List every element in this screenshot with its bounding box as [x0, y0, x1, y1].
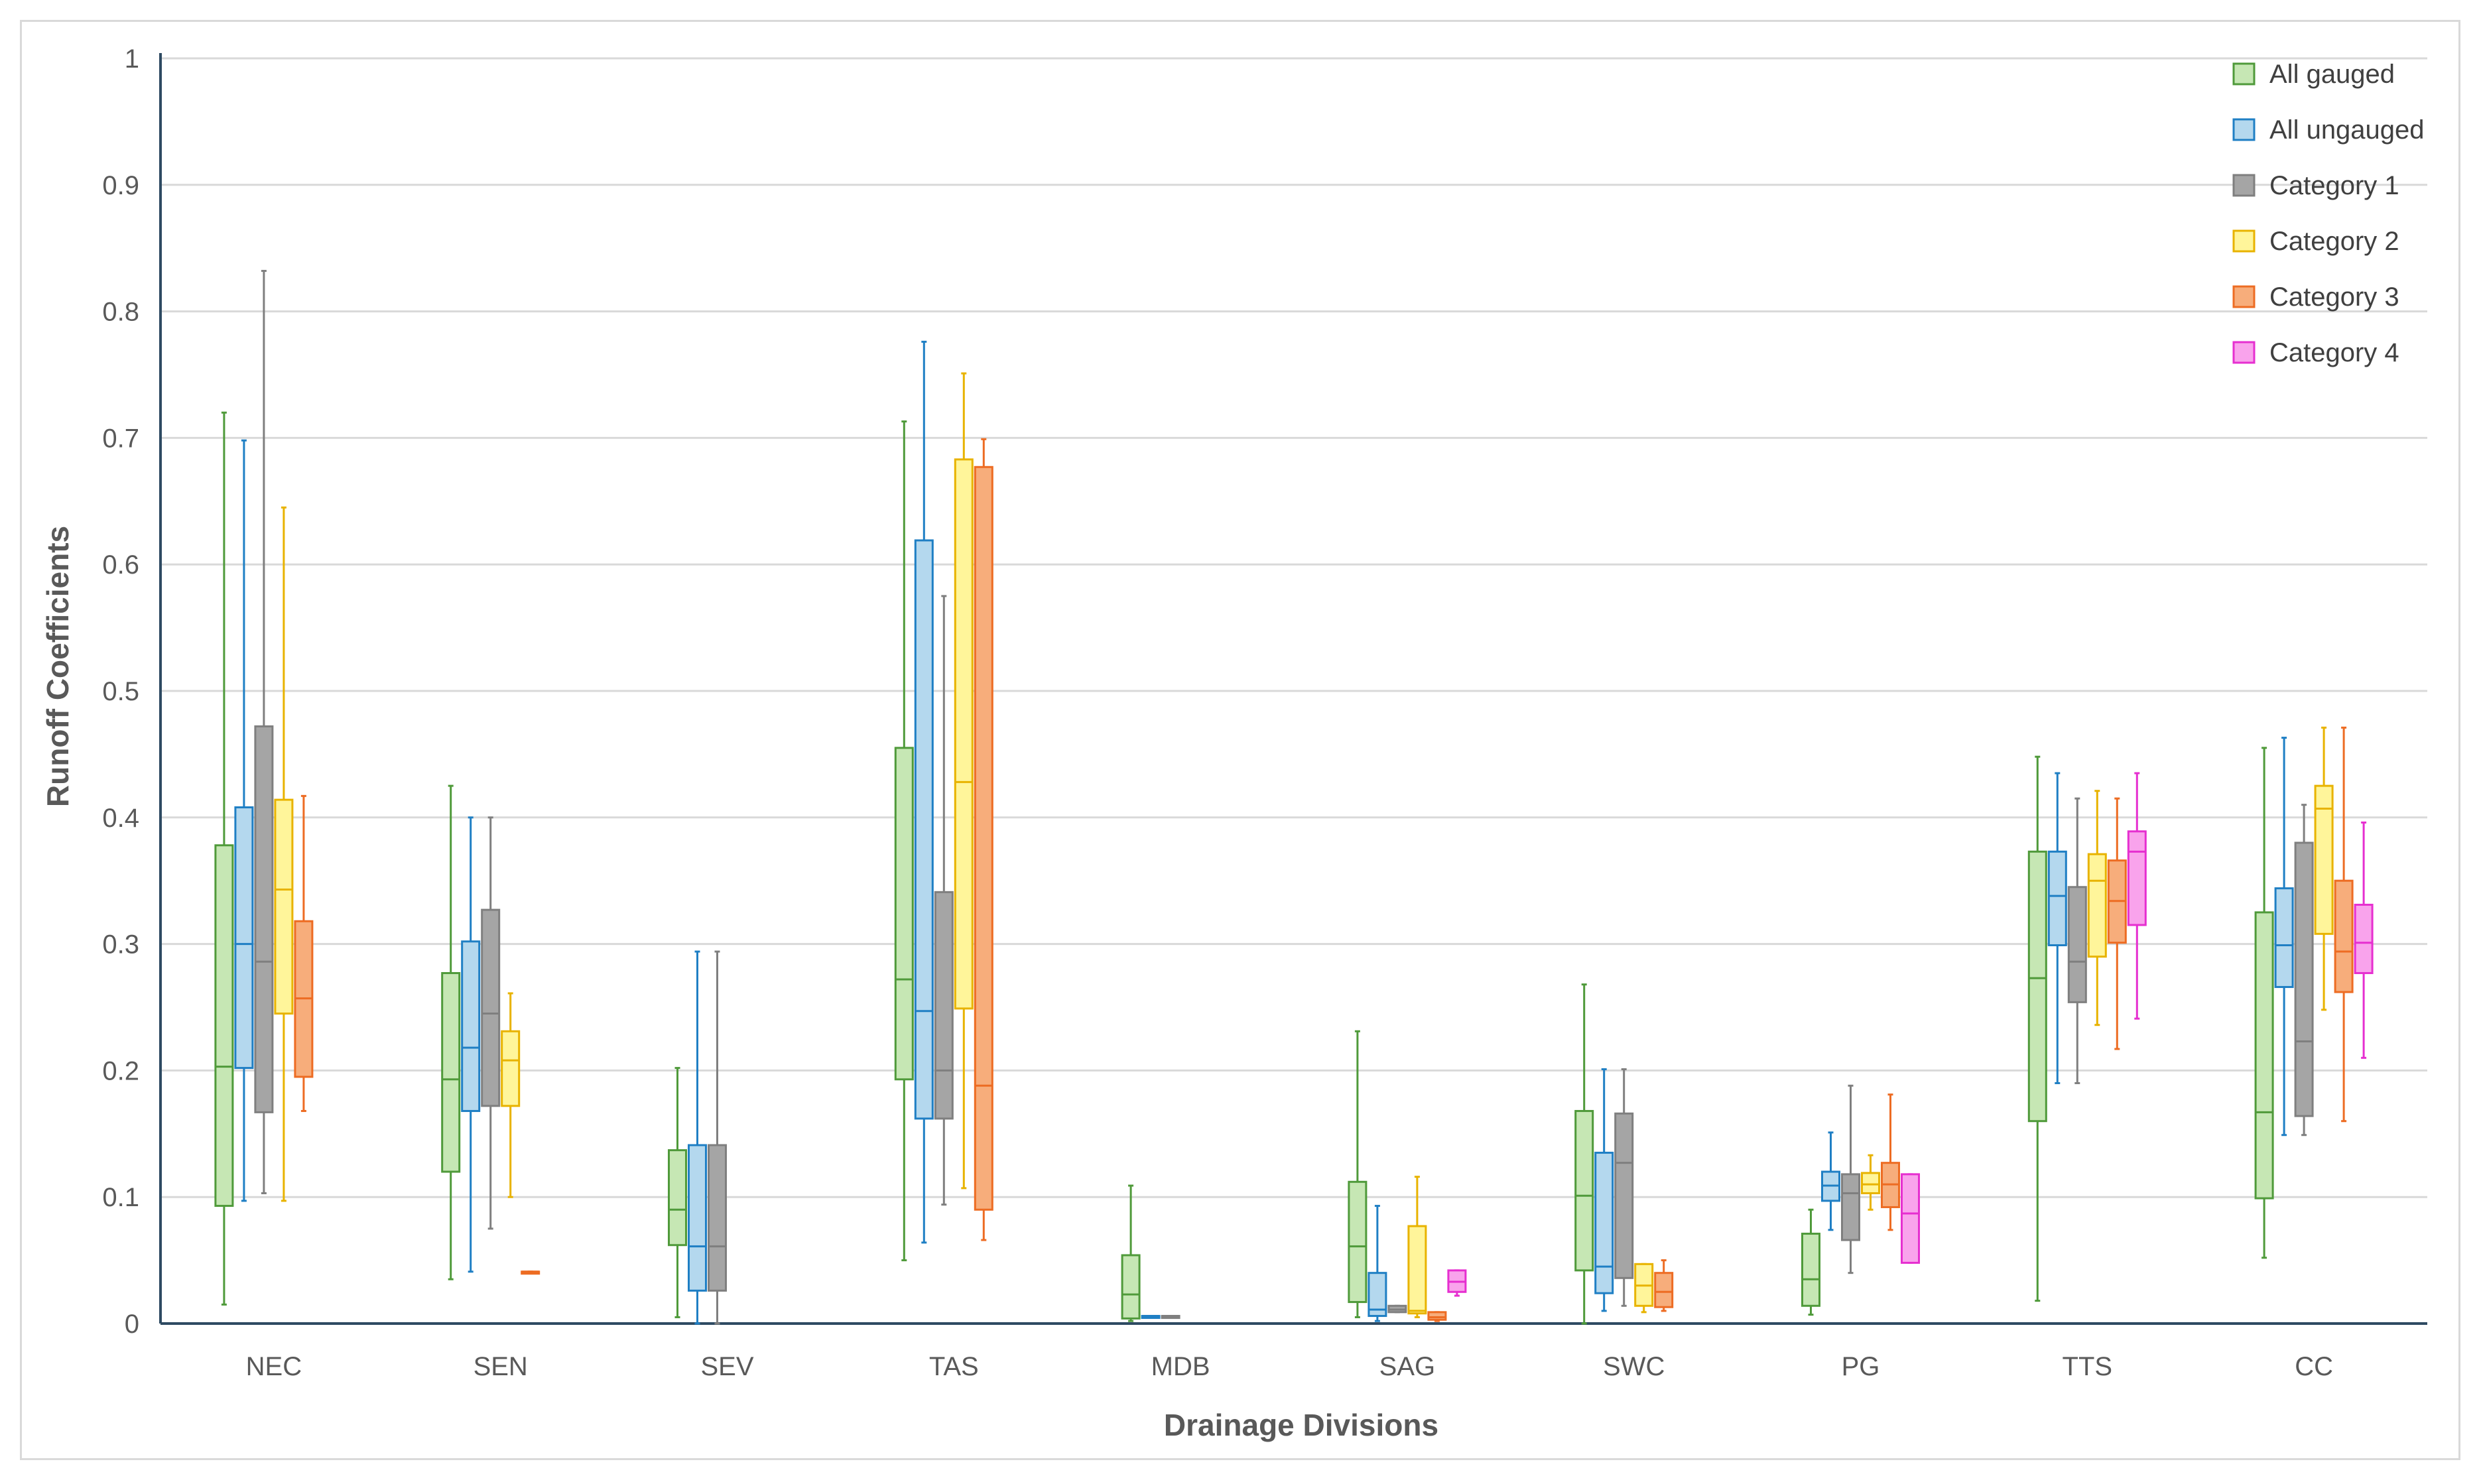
box [2027, 850, 2047, 1123]
chart-frame [20, 20, 2460, 1460]
y-tick-label: 0.6 [102, 550, 139, 580]
y-tick-label: 1 [125, 44, 139, 74]
x-tick-label: NEC [246, 1352, 302, 1381]
axes [159, 53, 2427, 1325]
y-tick-label: 0.1 [102, 1183, 139, 1212]
series-group [254, 270, 2314, 1325]
box [1427, 1311, 1447, 1321]
box [1121, 1254, 1141, 1320]
box [2254, 911, 2274, 1200]
legend: All gauged All ungauged Category 1 Category… [2232, 60, 2425, 367]
legend-swatch [2232, 118, 2256, 141]
box [1614, 1112, 1634, 1279]
legend-label: Category 3 [2269, 282, 2399, 312]
legend-label: All ungauged [2269, 115, 2425, 145]
box [2067, 886, 2087, 1003]
legend-item: Category 1 [2232, 171, 2399, 200]
x-tick-labels: NEC SEN SEV TAS MDB SAG SWC PG TTS CC [246, 1352, 2333, 1381]
box [2334, 879, 2354, 993]
box [2354, 903, 2374, 974]
box [2127, 830, 2147, 926]
box [974, 465, 993, 1211]
box [1348, 1180, 1368, 1304]
box [894, 747, 914, 1081]
x-tick-label: SEN [474, 1352, 528, 1381]
box [1594, 1151, 1614, 1294]
x-tick-label: CC [2295, 1352, 2333, 1381]
x-tick-label: PG [1842, 1352, 1880, 1381]
legend-swatch [2232, 174, 2256, 197]
legend-swatch [2232, 341, 2256, 364]
box [2294, 841, 2314, 1117]
box [2047, 850, 2067, 947]
y-axis-title: Runoff Coefficients [40, 526, 75, 807]
y-tick-label: 0.5 [102, 677, 139, 706]
legend-item: All ungauged [2232, 115, 2425, 145]
box [461, 940, 481, 1112]
box [1654, 1272, 1674, 1308]
box [934, 891, 954, 1120]
y-tick-label: 0.8 [102, 298, 139, 327]
box [2274, 887, 2294, 988]
box [234, 806, 254, 1070]
y-tick-labels: 0 0.1 0.2 0.3 0.4 0.5 0.6 0.7 0.8 0.9 1 [102, 44, 139, 1339]
box [708, 1144, 727, 1292]
legend-item: Category 2 [2232, 227, 2399, 256]
series-group [234, 340, 2294, 1325]
box [914, 539, 934, 1120]
box [501, 1030, 521, 1107]
box [274, 798, 294, 1015]
box [1407, 1225, 1427, 1315]
y-tick-label: 0.9 [102, 171, 139, 200]
box [1861, 1172, 1880, 1194]
box [1574, 1109, 1594, 1272]
x-tick-label: MDB [1151, 1352, 1210, 1381]
x-axis-title: Drainage Divisions [1164, 1408, 1438, 1442]
x-tick-label: TTS [2063, 1352, 2113, 1381]
box [954, 458, 974, 1010]
gridlines [160, 57, 2427, 1198]
box [688, 1144, 707, 1292]
y-tick-label: 0.7 [102, 424, 139, 453]
legend-item: All gauged [2232, 60, 2395, 89]
series-group [214, 411, 2274, 1325]
series-group [274, 372, 2334, 1318]
legend-item: Category 4 [2232, 338, 2399, 367]
x-tick-label: SWC [1603, 1352, 1665, 1381]
series-group [294, 438, 2354, 1322]
x-tick-label: SEV [700, 1352, 753, 1381]
box [1901, 1173, 1920, 1264]
box [2087, 853, 2107, 958]
legend-label: Category 2 [2269, 227, 2399, 256]
y-tick-label: 0.4 [102, 804, 139, 833]
series-group [1447, 772, 2374, 1297]
legend-swatch [2232, 229, 2256, 253]
y-tick-label: 0 [125, 1310, 139, 1339]
box [254, 725, 274, 1113]
legend-label: Category 4 [2269, 338, 2399, 367]
legend-swatch [2232, 62, 2256, 86]
box [668, 1149, 687, 1247]
y-tick-label: 0.2 [102, 1056, 139, 1085]
box [441, 971, 461, 1173]
box [2314, 784, 2334, 935]
x-tick-label: SAG [1379, 1352, 1435, 1381]
y-tick-label: 0.3 [102, 930, 139, 959]
box [1801, 1233, 1820, 1307]
legend-label: All gauged [2269, 60, 2395, 89]
boxes [214, 270, 2374, 1325]
legend-label: Category 1 [2269, 171, 2399, 200]
box [1841, 1173, 1860, 1241]
box [214, 844, 234, 1207]
box [481, 908, 501, 1107]
legend-item: Category 3 [2232, 282, 2399, 312]
x-tick-label: TAS [929, 1352, 979, 1381]
legend-swatch [2232, 285, 2256, 308]
